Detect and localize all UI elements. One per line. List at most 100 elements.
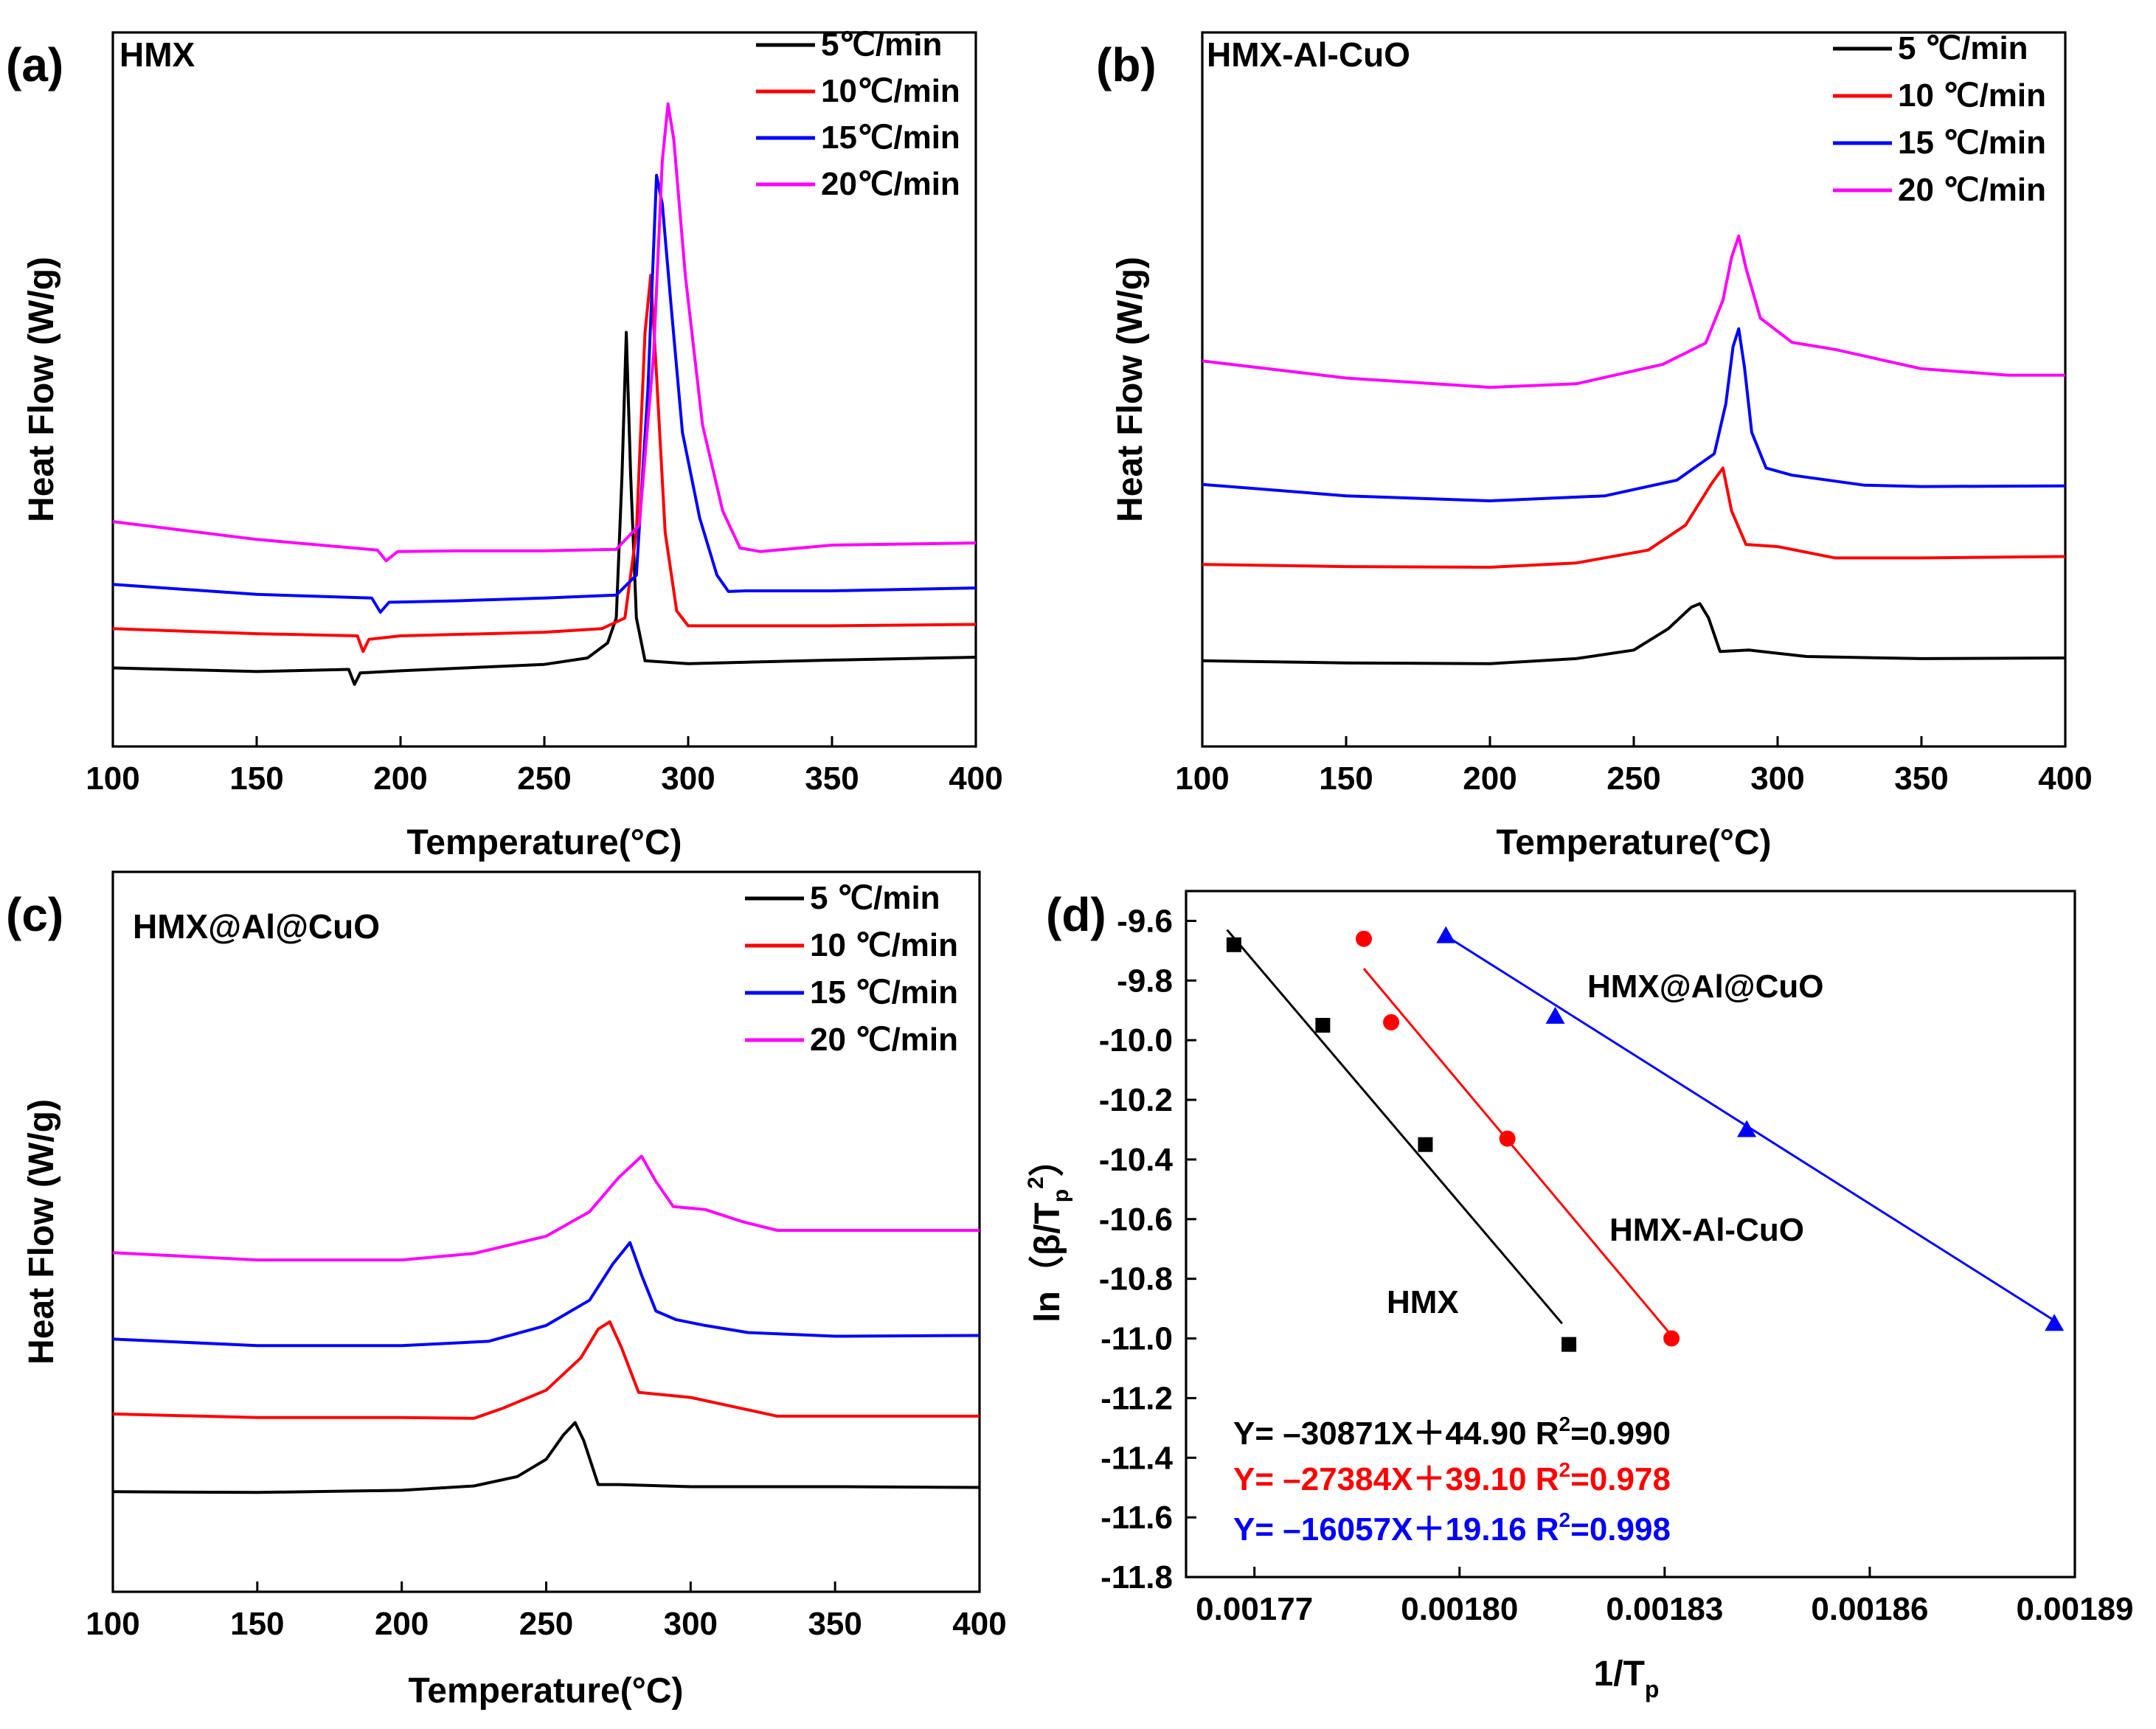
series-line — [1202, 466, 2066, 569]
panel-c-heat-flow-hmx-al-cuo-core-shell: (c) HMX@Al@CuO Temperature(°C) Heat Flow… — [6, 870, 1007, 1711]
y-tick-label: -9.6 — [1117, 903, 1173, 939]
equation-hmx-al-cuo-sup: 2 — [1559, 1458, 1571, 1481]
y-tick-label: -11.2 — [1100, 1380, 1173, 1416]
x-tick-label: 300 — [661, 760, 715, 797]
panel-c-title: HMX@Al@CuO — [133, 907, 380, 946]
x-tick-label: 250 — [519, 1606, 573, 1642]
panel-d-kissinger-plot: (d) 1/Tp ln（β/Tp2） 0.00177 0.00180 0.00183… — [1024, 888, 2134, 1702]
x-tick-label: 250 — [1606, 760, 1660, 797]
equation-hmx-al-cuo-coreshell: Y= –16057X＋19.16 R2=0.998 — [1233, 1508, 1671, 1548]
panel-d-y-axis-label: ln（β/Tp2） — [1024, 1141, 1073, 1323]
panel-c-x-axis-label: Temperature(°C) — [408, 1671, 683, 1711]
legend-label: 15℃/min — [821, 119, 960, 156]
data-point — [1737, 1120, 1757, 1137]
y-tick-label: -11.6 — [1100, 1500, 1173, 1536]
x-tick-label: 150 — [229, 760, 283, 797]
panel-d-x-axis-label: 1/Tp — [1594, 1654, 1660, 1702]
x-tick-label: 200 — [373, 760, 427, 797]
panel-b-x-axis-label: Temperature(°C) — [1496, 823, 1771, 862]
series-line — [1202, 234, 2065, 389]
series-line — [112, 1320, 980, 1420]
series-line — [112, 274, 977, 654]
fit-line — [1362, 968, 1673, 1337]
legend-label: 10 ℃/min — [1898, 77, 2046, 114]
series-line — [1202, 327, 2066, 502]
panel-d-x-ticks: 0.00177 0.00180 0.00183 0.00186 0.00189 — [1196, 1567, 2134, 1627]
x-tick-label: 0.00180 — [1401, 1591, 1518, 1627]
equation-hmx-al-cuo-coreshell-lhs: Y= –16057X＋19.16 R — [1233, 1511, 1559, 1548]
data-point — [2045, 1314, 2065, 1331]
legend-label: 10℃/min — [821, 73, 960, 109]
legend-label: 20 ℃/min — [1898, 172, 2046, 208]
x-tick-label: 350 — [805, 760, 859, 797]
data-point — [1436, 926, 1456, 943]
data-point — [1561, 1337, 1577, 1352]
x-tick-label: 350 — [808, 1606, 862, 1642]
data-point — [1545, 1006, 1565, 1024]
series-line — [112, 1421, 980, 1494]
panel-a-legend: 5℃/min 10℃/min 15℃/min 20℃/min — [756, 27, 960, 202]
panel-b-label: (b) — [1096, 38, 1157, 91]
equation-hmx-al-cuo: Y= –27384X＋39.10 R2=0.978 — [1233, 1458, 1671, 1497]
equation-hmx-lhs: Y= –30871X＋44.90 R — [1233, 1416, 1559, 1452]
x-tick-label: 200 — [1463, 760, 1517, 797]
data-point — [1356, 930, 1372, 947]
legend-label: 5 ℃/min — [810, 880, 940, 916]
panel-b-legend: 5 ℃/min 10 ℃/min 15 ℃/min 20 ℃/min — [1833, 30, 2046, 208]
x-tick-label: 200 — [375, 1606, 429, 1642]
panel-d-annotation-hmx-al-cuo: HMX-Al-CuO — [1609, 1212, 1804, 1248]
x-tick-label: 0.00189 — [2016, 1591, 2133, 1627]
panel-d-x-axis-label-sub: p — [1645, 1676, 1660, 1702]
legend-label: 10 ℃/min — [810, 927, 958, 963]
panel-c-y-axis-label: Heat Flow (W/g) — [22, 1099, 61, 1365]
y-tick-label: -9.8 — [1117, 963, 1173, 999]
y-tick-label: -10.4 — [1099, 1142, 1174, 1178]
x-tick-label: 250 — [517, 760, 571, 797]
series-line — [1202, 602, 2066, 665]
series-line — [112, 1154, 980, 1262]
x-tick-label: 400 — [2038, 760, 2092, 797]
x-tick-label: 150 — [230, 1606, 284, 1642]
panel-d-y-axis-label-main: ln（β/T — [1028, 1202, 1067, 1323]
x-tick-label: 0.00183 — [1606, 1591, 1723, 1627]
x-tick-label: 100 — [86, 760, 139, 797]
y-tick-label: -11.8 — [1100, 1559, 1173, 1595]
panel-c-legend: 5 ℃/min 10 ℃/min 15 ℃/min 20 ℃/min — [745, 880, 958, 1058]
equation-hmx-al-cuo-coreshell-sup: 2 — [1559, 1508, 1571, 1531]
panel-d-label: (d) — [1046, 888, 1106, 941]
x-tick-label: 150 — [1319, 760, 1373, 797]
data-point — [1315, 1017, 1331, 1033]
panel-d-equations: Y= –30871X＋44.90 R2=0.990 Y= –27384X＋39.… — [1233, 1413, 1671, 1548]
panel-c-x-ticks: 100 150 200 250 300 350 400 — [86, 1581, 1007, 1642]
data-point — [1226, 937, 1241, 952]
y-tick-label: -11.0 — [1100, 1321, 1173, 1357]
panel-a-curves — [112, 102, 977, 686]
x-tick-label: 400 — [952, 1606, 1006, 1642]
series-line — [112, 330, 977, 686]
data-point — [1663, 1330, 1680, 1347]
panel-a-x-axis-label: Temperature(°C) — [406, 823, 682, 862]
panel-d-axes — [1185, 890, 2076, 1579]
series-line — [112, 173, 977, 614]
panel-a-y-axis-label: Heat Flow (W/g) — [22, 257, 61, 522]
panel-d-annotation-hmx-al-cuo-coreshell: HMX@Al@CuO — [1587, 969, 1823, 1005]
panel-a-label: (a) — [6, 38, 63, 91]
equation-hmx: Y= –30871X＋44.90 R2=0.990 — [1233, 1413, 1671, 1452]
panel-d-y-axis-label-sub: p — [1049, 1189, 1073, 1202]
panel-b-heat-flow-hmx-al-cuo: (b) HMX-Al-CuO Temperature(°C) Heat Flow… — [1096, 30, 2093, 862]
x-tick-label: 350 — [1894, 760, 1948, 797]
series-line — [112, 1241, 980, 1348]
panel-d-annotation-hmx: HMX — [1387, 1284, 1459, 1320]
x-tick-label: 0.00177 — [1196, 1591, 1313, 1627]
legend-label: 15 ℃/min — [810, 974, 958, 1011]
panel-c-curves — [112, 1154, 980, 1494]
data-point — [1383, 1014, 1400, 1030]
y-tick-label: -10.6 — [1099, 1202, 1173, 1238]
x-tick-label: 100 — [1175, 760, 1229, 797]
panel-d-y-axis-label-sup: 2 — [1024, 1177, 1048, 1189]
panel-c-label: (c) — [6, 888, 63, 941]
legend-label: 20 ℃/min — [810, 1022, 958, 1058]
panel-a-x-ticks: 100 150 200 250 300 350 400 — [86, 736, 1003, 797]
panel-d-x-axis-label-main: 1/T — [1594, 1654, 1645, 1694]
